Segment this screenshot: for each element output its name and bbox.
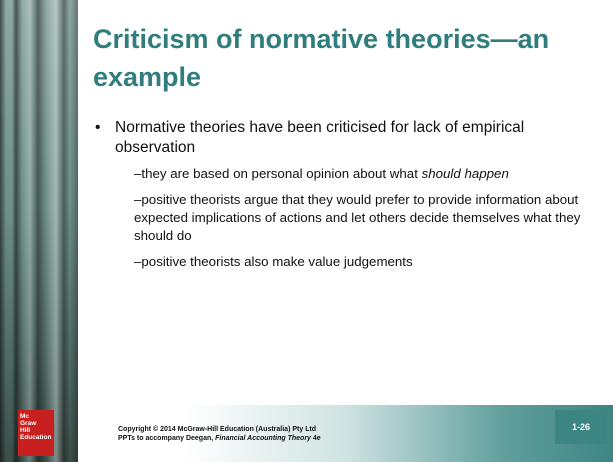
copyright: Copyright © 2014 McGraw-Hill Education (… xyxy=(118,425,321,434)
ppt-note: PPTs to accompany Deegan, Financial Acco… xyxy=(118,434,321,443)
sub-bullet: –positive theorists argue that they woul… xyxy=(116,191,596,245)
bullet-text: Normative theories have been criticised … xyxy=(115,118,595,158)
sub-bullet: –they are based on personal opinion abou… xyxy=(116,165,596,183)
logo-word: Hill xyxy=(20,427,52,434)
bamboo-image xyxy=(0,0,78,462)
ppt-note-text: PPTs to accompany Deegan, xyxy=(118,435,215,442)
book-title: Financial Accounting Theory xyxy=(215,435,311,442)
sub-bullet-text: they are based on personal opinion about… xyxy=(141,166,421,181)
slide: Criticism of normative theories—an examp… xyxy=(0,0,613,462)
sub-bullet: –positive theorists also make value judg… xyxy=(116,253,596,271)
logo-word: Education xyxy=(20,434,52,441)
logo-word: Graw xyxy=(20,420,52,427)
bullet: • Normative theories have been criticise… xyxy=(95,118,595,158)
footer-text: Copyright © 2014 McGraw-Hill Education (… xyxy=(118,425,321,443)
emphasis: should happen xyxy=(422,166,509,181)
slide-title: Criticism of normative theories—an examp… xyxy=(93,20,603,96)
page-number: 1-26 xyxy=(555,410,607,444)
sub-bullets: –they are based on personal opinion abou… xyxy=(116,165,596,279)
logo-word: Mc xyxy=(20,413,52,420)
sub-bullet-text: positive theorists also make value judge… xyxy=(141,254,412,269)
sub-bullet-text: positive theorists argue that they would… xyxy=(134,192,580,243)
bullet-dot: • xyxy=(95,118,100,138)
edition: 4e xyxy=(311,435,321,442)
